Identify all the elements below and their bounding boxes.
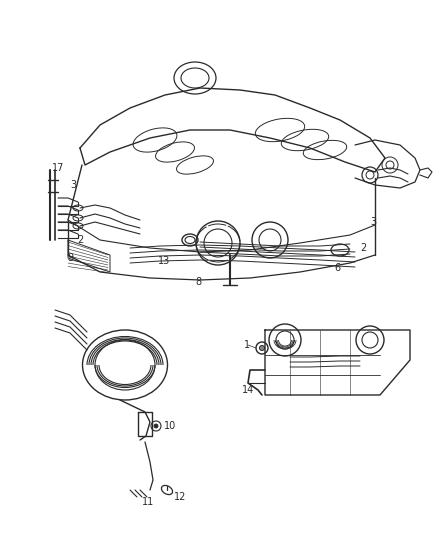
Circle shape xyxy=(154,424,158,428)
Text: 3: 3 xyxy=(70,180,76,190)
Text: 13: 13 xyxy=(158,256,170,266)
Text: 9: 9 xyxy=(67,253,73,263)
Text: 17: 17 xyxy=(52,163,64,173)
Text: 3: 3 xyxy=(370,217,376,227)
Text: 10: 10 xyxy=(164,421,176,431)
Text: 6: 6 xyxy=(334,263,340,273)
Text: 1: 1 xyxy=(244,340,250,350)
Text: 2: 2 xyxy=(77,235,83,245)
Text: 14: 14 xyxy=(242,385,254,395)
Circle shape xyxy=(259,345,265,351)
Text: 11: 11 xyxy=(142,497,154,507)
Text: 8: 8 xyxy=(195,277,201,287)
Text: 2: 2 xyxy=(360,243,366,253)
Text: 12: 12 xyxy=(174,492,186,502)
